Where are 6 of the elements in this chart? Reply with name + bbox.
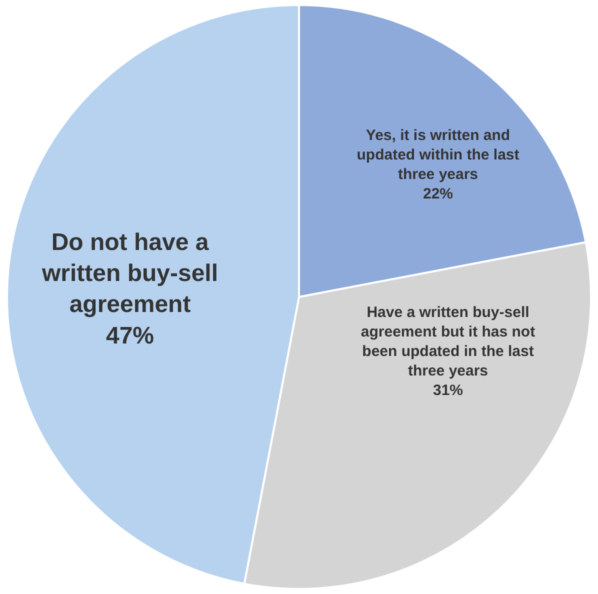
slice-label: Do not have a written buy-sell agreement bbox=[40, 228, 218, 318]
slice-label: Have a written buy-sell agreement but it has not been updated in the last three years bbox=[360, 304, 536, 380]
data-label: 31% bbox=[432, 382, 464, 400]
slice-label: Yes, it is written and updated within the last three years bbox=[356, 126, 520, 183]
data-label: 22% bbox=[422, 185, 454, 202]
data-label: 47% bbox=[106, 322, 154, 350]
